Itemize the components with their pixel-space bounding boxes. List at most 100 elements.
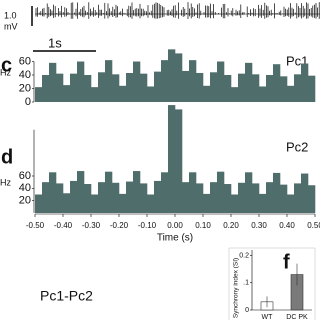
x-tick-label: WT — [262, 314, 274, 320]
voltage-scale-unit: mV — [4, 21, 18, 31]
histogram-bar — [56, 183, 64, 213]
histogram-bar — [280, 184, 288, 213]
histogram-bar — [301, 63, 309, 102]
x-tick-label: -0.30 — [82, 221, 101, 230]
histogram-bar — [308, 75, 316, 102]
histogram-bar — [308, 185, 316, 213]
histogram-bar — [252, 183, 260, 213]
histogram-bar — [224, 184, 232, 213]
x-tick-label: DC PK — [286, 314, 308, 320]
histogram-bar — [273, 172, 281, 213]
histogram-bar — [175, 109, 183, 213]
histogram-bar — [238, 182, 246, 213]
histogram-bar — [238, 73, 246, 102]
histogram-bar — [168, 49, 176, 102]
histogram-bar — [196, 183, 204, 213]
histogram-bar — [266, 182, 274, 213]
histogram-bar — [49, 62, 57, 102]
histogram-bar — [175, 53, 183, 102]
histogram-bar — [133, 61, 141, 102]
y-tick-label: 20 — [19, 82, 31, 94]
histogram-bar — [259, 86, 267, 102]
cell-pair-label: Pc2 — [286, 139, 308, 154]
y-tick-label: 40 — [19, 69, 31, 81]
histogram-bar — [252, 74, 260, 102]
histogram-bar — [112, 74, 120, 102]
y-tick-label: 0.2 — [239, 252, 249, 259]
histogram-bar — [42, 75, 50, 102]
voltage-scale-label: 1.0 — [4, 10, 17, 20]
y-tick-label: 60 — [19, 55, 31, 67]
x-tick-label: 0.50 — [307, 221, 320, 230]
histogram-bar — [231, 87, 239, 102]
histogram-bar — [84, 75, 92, 102]
histogram-bar — [266, 75, 274, 102]
histogram-bar — [140, 73, 148, 102]
histogram-bar — [294, 74, 302, 102]
y-axis-label: Hz — [0, 177, 11, 187]
time-scale-label: 1s — [48, 35, 62, 50]
histogram-bar — [301, 173, 309, 213]
histogram-bar — [119, 193, 127, 213]
histogram-bar — [182, 182, 190, 213]
x-tick-label: -0.10 — [138, 221, 157, 230]
histogram-bar — [182, 70, 190, 102]
histogram-bar — [259, 193, 267, 213]
histogram-bar — [273, 64, 281, 102]
panel-letter: f — [283, 251, 290, 273]
y-tick-label: 0 — [25, 96, 31, 108]
histogram-bar — [217, 61, 225, 102]
histogram-bar — [203, 85, 211, 102]
panel-letter: d — [1, 146, 13, 168]
histogram-bar — [210, 72, 218, 102]
histogram-bar — [49, 172, 57, 213]
histogram-bar — [35, 194, 43, 213]
histogram-bar — [98, 182, 106, 213]
histogram-bar — [154, 180, 162, 213]
histogram-bar — [161, 60, 169, 102]
panel-letter: c — [1, 54, 12, 76]
histogram-bar — [245, 62, 253, 102]
histogram-bar — [189, 60, 197, 102]
histogram-bar — [154, 71, 162, 102]
histogram-bar — [217, 171, 225, 213]
x-tick-label: -0.20 — [110, 221, 129, 230]
histogram-bar — [77, 61, 85, 102]
histogram-bar — [203, 193, 211, 213]
histogram-bar — [287, 194, 295, 213]
histogram-bar — [105, 171, 113, 213]
y-tick-label: 20 — [19, 195, 31, 207]
spike-trace-path — [35, 2, 320, 19]
histogram-bar — [147, 194, 155, 213]
histogram-bar — [77, 171, 85, 213]
x-tick-label: -0.40 — [54, 221, 73, 230]
histogram-bar — [287, 85, 295, 102]
histogram-bar — [147, 86, 155, 102]
histogram-bar — [91, 87, 99, 102]
spike-trace — [35, 2, 320, 19]
histogram-bar — [98, 72, 106, 102]
histogram-bar — [119, 85, 127, 102]
histogram-bar — [161, 172, 169, 213]
histogram-bar — [231, 194, 239, 213]
histogram-bar — [63, 85, 71, 102]
histogram-bar — [126, 181, 134, 213]
x-axis-label: Time (s) — [157, 233, 193, 244]
histogram-bar — [140, 183, 148, 213]
histogram-bar — [224, 75, 232, 102]
x-tick-label: 0.00 — [167, 221, 183, 230]
histogram-bar — [56, 73, 64, 102]
histogram-bar — [196, 72, 204, 102]
histogram-bar — [189, 172, 197, 213]
histogram-bar — [168, 105, 176, 213]
histogram-bar — [70, 73, 78, 102]
histogram-bar — [245, 172, 253, 213]
histogram-bar — [84, 184, 92, 213]
histogram-bar — [35, 87, 43, 102]
y-axis-label: Synchrony index (SI) — [233, 258, 240, 318]
y-tick-label: .1 — [243, 280, 249, 287]
y-tick-label: 60 — [19, 170, 31, 182]
y-axis-label: Hz — [0, 67, 11, 77]
histogram-bar — [70, 180, 78, 213]
